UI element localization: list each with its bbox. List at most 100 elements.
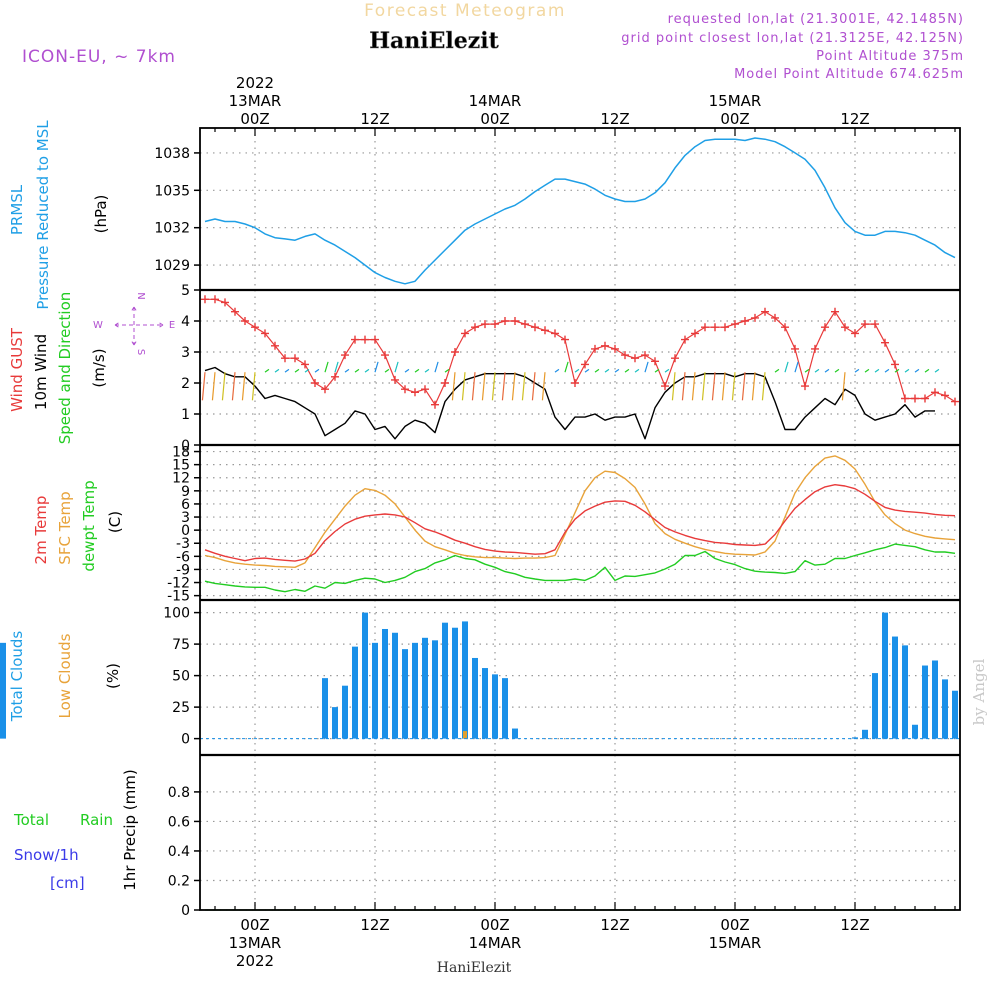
gust-marker (351, 335, 359, 344)
y-tick-label: 0.4 (168, 844, 190, 860)
precip-cm-label: [cm] (50, 874, 85, 892)
wind-speed-line (204, 366, 935, 440)
wind-direction-arrow (604, 368, 610, 373)
wind-direction-arrow (434, 361, 439, 373)
gust-marker (901, 394, 909, 403)
wind-direction-arrow (414, 368, 420, 373)
time-label-top: 14MAR (469, 92, 522, 110)
total-cloud-bar (892, 636, 898, 739)
wind-direction-arrow (471, 372, 476, 401)
y-tick-label: 0 (181, 903, 190, 919)
y-tick-label: 15 (172, 458, 190, 474)
gust-marker (201, 295, 209, 304)
gust-marker (821, 323, 829, 332)
wind-direction-arrow (264, 368, 270, 373)
location-name: HaniElezit (369, 28, 499, 54)
gust-marker (671, 354, 679, 363)
gust-marker (651, 357, 659, 366)
precip-labels: Total Rain Snow/1h [cm] 1hr Precip (mm) (13, 769, 139, 892)
gust-marker (681, 335, 689, 344)
time-label-bottom: 00Z (240, 916, 269, 934)
gust-marker (391, 375, 399, 384)
gust-marker (551, 329, 559, 338)
wind-direction-arrow (314, 368, 320, 373)
total-cloud-bar (362, 612, 368, 739)
wind-direction-arrow (644, 361, 649, 373)
total-cloud-bar (422, 637, 428, 739)
sfc-temp-line (204, 455, 956, 568)
cloud-labels: Total Clouds Low Clouds (%) (8, 631, 122, 723)
pressure-labels: PRMSL Pressure Reduced to MSL (hPa) (8, 120, 110, 310)
y-tick-label: -12 (167, 576, 190, 592)
wind-direction-arrow (721, 372, 726, 401)
time-label-top: 12Z (360, 110, 389, 128)
gust-marker (361, 335, 369, 344)
y-tick-label: 0.2 (168, 873, 190, 889)
y-tick-label: 0 (181, 732, 190, 748)
wind-direction-arrow (671, 372, 676, 401)
gust-marker (451, 348, 459, 356)
wind-direction-arrow (804, 368, 810, 373)
footer-location: HaniElezit (437, 960, 512, 976)
total-cloud-bar (872, 673, 878, 739)
axis-layer: 1029103210351038012345-15-12-9-6-3036912… (154, 74, 956, 970)
y-tick-label: 0.6 (168, 814, 190, 830)
gust-marker (621, 351, 629, 360)
wind-labels: Wind GUST 10m Wind Speed and Direction (… (8, 292, 175, 445)
wind-direction-arrow (251, 372, 256, 401)
watermark: by Angel (970, 658, 988, 725)
total-cloud-bar (352, 646, 358, 739)
gust-marker (401, 385, 409, 394)
y-tick-label: 1 (181, 407, 190, 423)
wind-direction-arrow (681, 372, 686, 401)
total-cloud-bar (912, 724, 918, 739)
gust-marker (571, 379, 579, 387)
y-tick-label: 100 (163, 606, 190, 622)
wind-direction-arrow (914, 368, 920, 373)
temp-dewpt-label: dewpt Temp (80, 480, 98, 571)
gust-marker (481, 320, 489, 329)
total-cloud-bar (922, 665, 928, 739)
wind-direction-arrow (624, 368, 630, 373)
gust-marker (311, 379, 319, 387)
gust-marker (221, 298, 229, 307)
gust-marker (811, 344, 819, 353)
total-cloud-bar (512, 728, 518, 739)
gust-marker (261, 329, 269, 338)
y-tick-label: 50 (172, 669, 190, 685)
low-cloud-bar (463, 731, 467, 739)
compass-rose: N S W E (93, 292, 175, 355)
wind-gust-label: Wind GUST (8, 327, 26, 412)
y-tick-label: 1029 (154, 258, 190, 274)
gust-marker (291, 354, 299, 363)
time-label-top: 2022 (236, 74, 274, 92)
gust-marker (491, 320, 499, 329)
wind-direction-arrow (424, 368, 430, 373)
time-label-top: 13MAR (229, 92, 282, 110)
wind-direction-arrow (841, 372, 846, 401)
wind-direction-arrow (461, 372, 466, 401)
gust-marker (601, 341, 609, 350)
y-tick-label: 5 (181, 283, 190, 299)
wind-direction-arrow (274, 368, 280, 373)
wind-direction-arrow (864, 368, 870, 373)
gust-marker (871, 320, 879, 329)
time-label-top: 15MAR (709, 92, 762, 110)
total-cloud-bar (902, 645, 908, 739)
time-label-bottom: 12Z (600, 916, 629, 934)
chart-title: Forecast Meteogram (364, 1, 566, 21)
gust-marker (321, 385, 329, 394)
wind-direction-arrow (741, 372, 746, 401)
gust-marker (561, 335, 569, 344)
wind-direction-arrow (444, 368, 450, 373)
precip-snow-label: Snow/1h (14, 846, 79, 864)
gust-marker (731, 320, 739, 329)
gust-marker (531, 323, 539, 332)
time-label-top: 00Z (720, 110, 749, 128)
wind-direction-arrow (491, 372, 496, 401)
total-cloud-bar (932, 660, 938, 739)
plot-frame (199, 127, 961, 911)
pressure-line (204, 137, 956, 285)
wind-direction-arrow (304, 368, 310, 373)
y-tick-label: 18 (172, 445, 190, 461)
